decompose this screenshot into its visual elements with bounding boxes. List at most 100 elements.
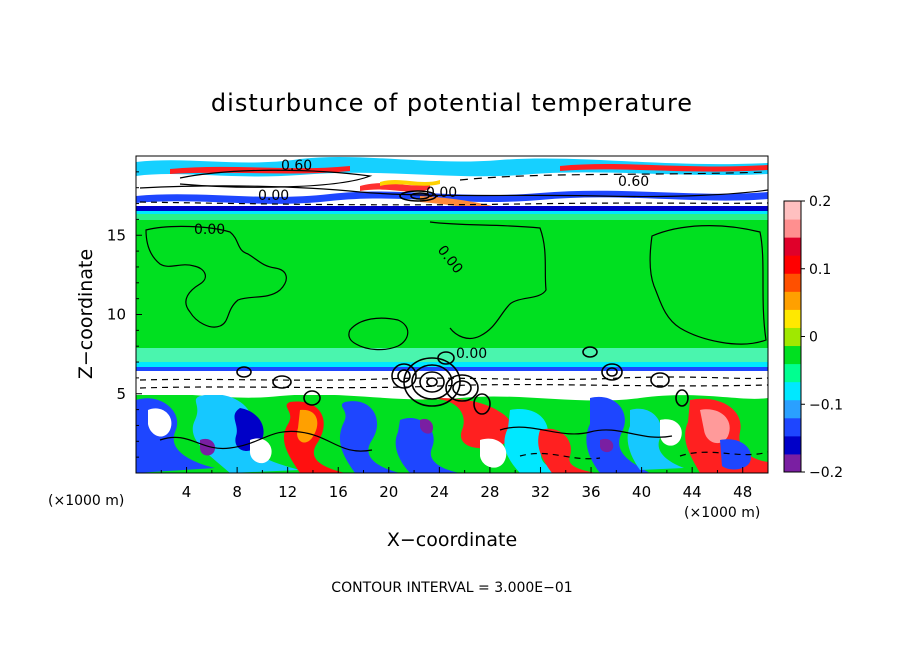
upper-band-navy: [136, 206, 768, 211]
contour-lower-3: [159, 430, 373, 452]
colorbar-swatch: [784, 255, 801, 274]
x-tick-label: 40: [632, 483, 651, 501]
contour-middle-left: [145, 225, 287, 328]
contour-label: 0.00: [426, 185, 457, 201]
lower-purple-1: [200, 438, 216, 456]
colorbar-swatch: [784, 219, 801, 238]
x-tick-label: 20: [379, 483, 398, 501]
y-axis-label: Z−coordinate: [75, 249, 97, 379]
upper-plume-orange: [420, 196, 545, 227]
x-axis-unit-left: (×1000 m): [48, 493, 124, 509]
lower-red-3: [538, 428, 596, 473]
contour-label: 0.00: [258, 188, 289, 204]
vortex-ring: [236, 366, 252, 378]
colorbar-tick-label: 0: [809, 330, 818, 346]
colorbar-swatch: [784, 201, 801, 220]
colorbar-swatch: [784, 363, 801, 383]
contour-middle-stream: [429, 221, 547, 340]
contour-lower-2: [139, 383, 768, 389]
contour-lower-6: [679, 451, 768, 457]
contour-label: 0.00: [456, 346, 487, 362]
vortex-ring: [391, 363, 417, 389]
vortex-ring: [473, 393, 491, 415]
x-tick-label: 32: [531, 483, 550, 501]
x-tick-label: 16: [329, 483, 348, 501]
vortex-ring: [582, 346, 598, 358]
upper-layer: [136, 156, 768, 227]
colorbar-tick-label: 0.1: [809, 262, 831, 278]
upper-band-yellow: [380, 180, 440, 186]
lower-blue-4: [395, 418, 460, 473]
y-tick-label: 5: [116, 385, 126, 403]
contour-label: 0.60: [618, 174, 649, 190]
transition-band-blue: [136, 367, 768, 371]
contour-lower-1: [139, 376, 768, 381]
vortex-ring: [419, 371, 445, 393]
upper-band-red-2: [560, 164, 768, 172]
x-tick-label: 48: [733, 483, 752, 501]
lower-cyan-2: [504, 408, 570, 473]
vortex-ring: [675, 389, 689, 407]
colorbar-swatch: [784, 381, 801, 401]
contour-middle-right: [649, 225, 767, 345]
y-tick-label: 10: [107, 306, 126, 324]
lower-red-2: [420, 398, 513, 449]
x-tick-label: 24: [430, 483, 449, 501]
vortex-ring: [606, 367, 618, 377]
colorbar-swatch: [784, 345, 801, 365]
contour-interval-note: CONTOUR INTERVAL = 3.000E−01: [331, 580, 572, 596]
colorbar-swatch: [784, 399, 801, 419]
x-axis-unit-right: (×1000 m): [684, 505, 760, 521]
lower-layer: [136, 371, 768, 473]
colorbar-swatch: [784, 237, 801, 256]
x-axis-label: X−coordinate: [387, 529, 517, 551]
x-tick-label: 4: [182, 483, 192, 501]
contour-upper-1: [179, 169, 373, 188]
vortex-ring: [272, 375, 292, 389]
middle-layer: [136, 214, 768, 360]
lower-white-3: [480, 438, 507, 468]
y-axis-ticks: 5 10 15: [107, 171, 142, 458]
colorbar-swatch: [784, 291, 801, 310]
x-tick-label: 8: [232, 483, 242, 501]
vortex-ring: [426, 377, 438, 387]
y-tick-label: 15: [107, 226, 126, 244]
chart-title: disturbunce of potential temperature: [211, 89, 693, 117]
contour-lower-5: [519, 452, 601, 460]
lower-white-2: [250, 438, 272, 464]
lower-blue-3: [339, 401, 400, 473]
contour-label: 0.60: [281, 158, 312, 174]
lower-white-4: [660, 419, 682, 446]
vortex-ring: [410, 192, 430, 200]
vortex-ring: [650, 372, 670, 388]
contour-label: 0.00: [194, 222, 225, 238]
colorbar-swatch: [784, 435, 801, 455]
lower-pink-1: [700, 409, 730, 444]
x-tick-label: 36: [581, 483, 600, 501]
vortex-ring: [303, 390, 321, 406]
lower-blue-5: [586, 396, 650, 473]
lower-purple-2: [420, 418, 434, 434]
contour-upper-4: [139, 201, 768, 206]
colorbar-swatch: [784, 273, 801, 292]
colorbar-swatch: [784, 327, 801, 347]
lower-white-1: [148, 408, 172, 437]
x-tick-label: 12: [278, 483, 297, 501]
lower-purple-3: [600, 438, 614, 453]
colorbar: [784, 201, 801, 473]
colorbar-swatch: [784, 309, 801, 328]
vortex-ring: [411, 364, 453, 400]
contour-lines: [139, 169, 768, 460]
vortex-ring: [601, 363, 623, 381]
contour-lower-4: [499, 426, 673, 438]
vortex-ring: [445, 374, 479, 402]
upper-band-red-3: [360, 183, 430, 192]
x-axis-ticks: 4 8 12 16 20 24 28 32 36 40 44 48: [160, 467, 752, 501]
x-tick-label: 44: [683, 483, 702, 501]
vortex-cluster: [236, 190, 689, 415]
colorbar-swatch: [784, 453, 801, 473]
upper-band-teal: [136, 211, 768, 215]
vortex-ring: [452, 380, 472, 396]
colorbar-tick-label: −0.2: [809, 465, 843, 481]
